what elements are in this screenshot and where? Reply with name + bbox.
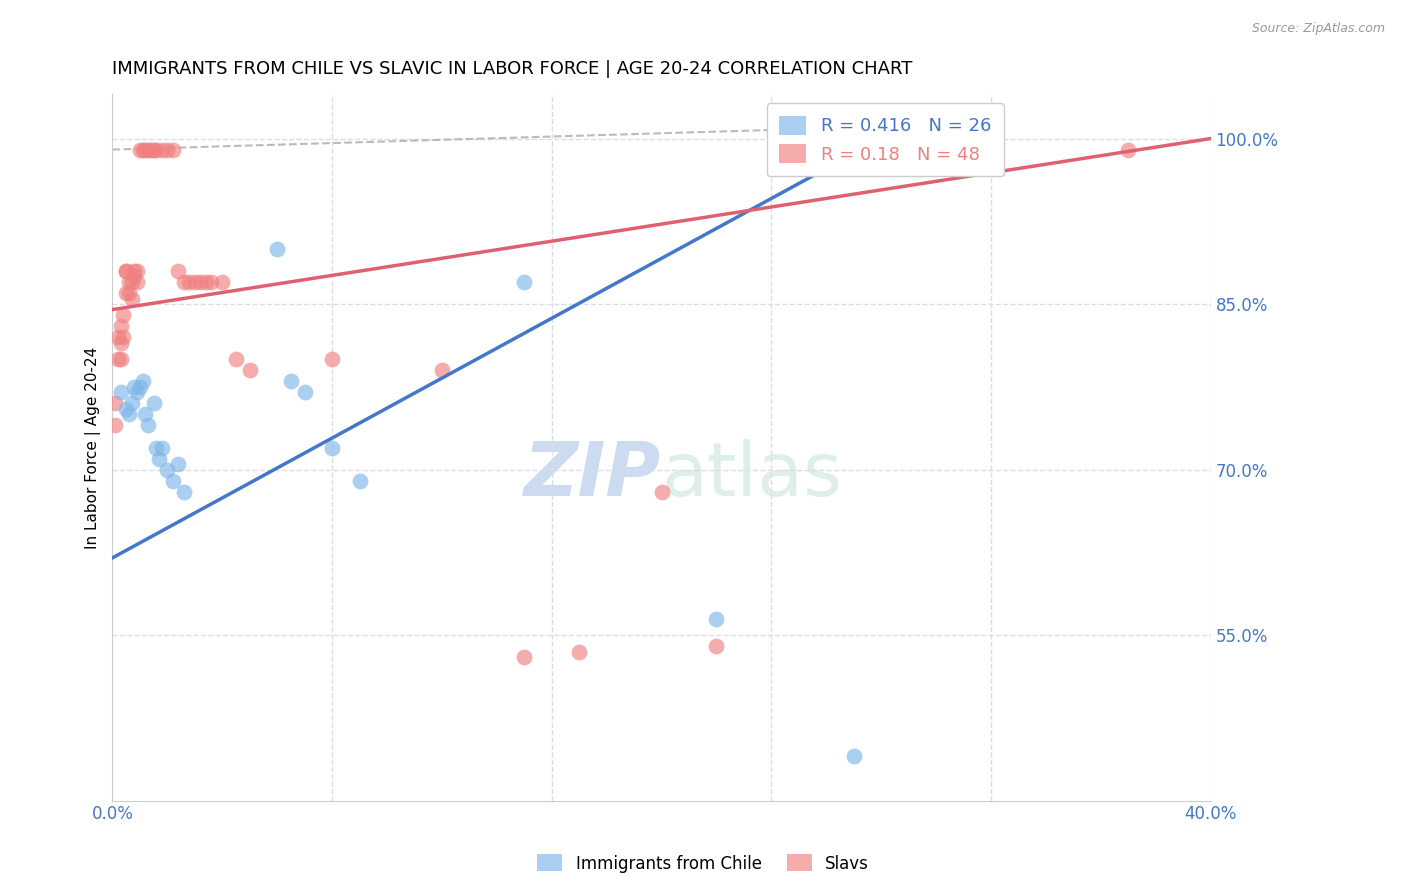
Text: Source: ZipAtlas.com: Source: ZipAtlas.com bbox=[1251, 22, 1385, 36]
Point bbox=[225, 352, 247, 367]
Text: atlas: atlas bbox=[662, 439, 842, 512]
Point bbox=[124, 264, 146, 278]
Point bbox=[349, 474, 371, 488]
Point bbox=[145, 143, 167, 157]
Point bbox=[162, 474, 184, 488]
Point bbox=[194, 275, 217, 289]
Point bbox=[266, 242, 288, 256]
Point bbox=[179, 275, 201, 289]
Point bbox=[128, 143, 150, 157]
Point bbox=[188, 275, 211, 289]
Point bbox=[134, 408, 156, 422]
Point bbox=[150, 441, 173, 455]
Point bbox=[706, 611, 728, 625]
Point bbox=[142, 143, 165, 157]
Point bbox=[104, 418, 127, 433]
Point bbox=[115, 401, 138, 416]
Point bbox=[173, 484, 195, 499]
Point bbox=[239, 363, 262, 377]
Point bbox=[184, 275, 207, 289]
Point bbox=[134, 143, 156, 157]
Point bbox=[142, 396, 165, 410]
Point bbox=[173, 275, 195, 289]
Point bbox=[200, 275, 222, 289]
Legend: R = 0.416   N = 26, R = 0.18   N = 48: R = 0.416 N = 26, R = 0.18 N = 48 bbox=[766, 103, 1004, 177]
Point bbox=[321, 441, 343, 455]
Point bbox=[156, 143, 179, 157]
Point bbox=[156, 462, 179, 476]
Point bbox=[430, 363, 453, 377]
Point bbox=[110, 352, 132, 367]
Point bbox=[118, 408, 141, 422]
Point bbox=[280, 374, 302, 388]
Point bbox=[110, 319, 132, 334]
Point bbox=[925, 143, 948, 157]
Point bbox=[131, 374, 153, 388]
Point bbox=[115, 286, 138, 301]
Point bbox=[131, 143, 153, 157]
Point bbox=[294, 385, 316, 400]
Point bbox=[1116, 143, 1139, 157]
Point bbox=[112, 330, 135, 344]
Point bbox=[112, 308, 135, 322]
Point bbox=[167, 264, 190, 278]
Point bbox=[651, 484, 673, 499]
Point bbox=[162, 143, 184, 157]
Point bbox=[568, 645, 591, 659]
Point bbox=[148, 451, 170, 466]
Point bbox=[110, 385, 132, 400]
Point bbox=[121, 396, 143, 410]
Point bbox=[842, 749, 865, 764]
Point bbox=[118, 286, 141, 301]
Point bbox=[136, 418, 159, 433]
Point bbox=[115, 264, 138, 278]
Point bbox=[118, 275, 141, 289]
Point bbox=[128, 380, 150, 394]
Point bbox=[107, 352, 129, 367]
Point bbox=[150, 143, 173, 157]
Y-axis label: In Labor Force | Age 20-24: In Labor Force | Age 20-24 bbox=[86, 346, 101, 549]
Point bbox=[211, 275, 233, 289]
Point bbox=[121, 275, 143, 289]
Point bbox=[136, 143, 159, 157]
Point bbox=[139, 143, 162, 157]
Point bbox=[513, 275, 536, 289]
Point bbox=[167, 457, 190, 471]
Point bbox=[115, 264, 138, 278]
Point bbox=[121, 292, 143, 306]
Point bbox=[321, 352, 343, 367]
Point bbox=[127, 385, 149, 400]
Point bbox=[107, 330, 129, 344]
Text: IMMIGRANTS FROM CHILE VS SLAVIC IN LABOR FORCE | AGE 20-24 CORRELATION CHART: IMMIGRANTS FROM CHILE VS SLAVIC IN LABOR… bbox=[112, 60, 912, 78]
Point bbox=[104, 396, 127, 410]
Point bbox=[513, 650, 536, 665]
Point bbox=[110, 335, 132, 350]
Point bbox=[706, 639, 728, 653]
Point bbox=[127, 264, 149, 278]
Point bbox=[127, 275, 149, 289]
Point bbox=[124, 380, 146, 394]
Point bbox=[124, 269, 146, 284]
Legend: Immigrants from Chile, Slavs: Immigrants from Chile, Slavs bbox=[530, 847, 876, 880]
Point bbox=[145, 441, 167, 455]
Text: ZIP: ZIP bbox=[524, 439, 662, 512]
